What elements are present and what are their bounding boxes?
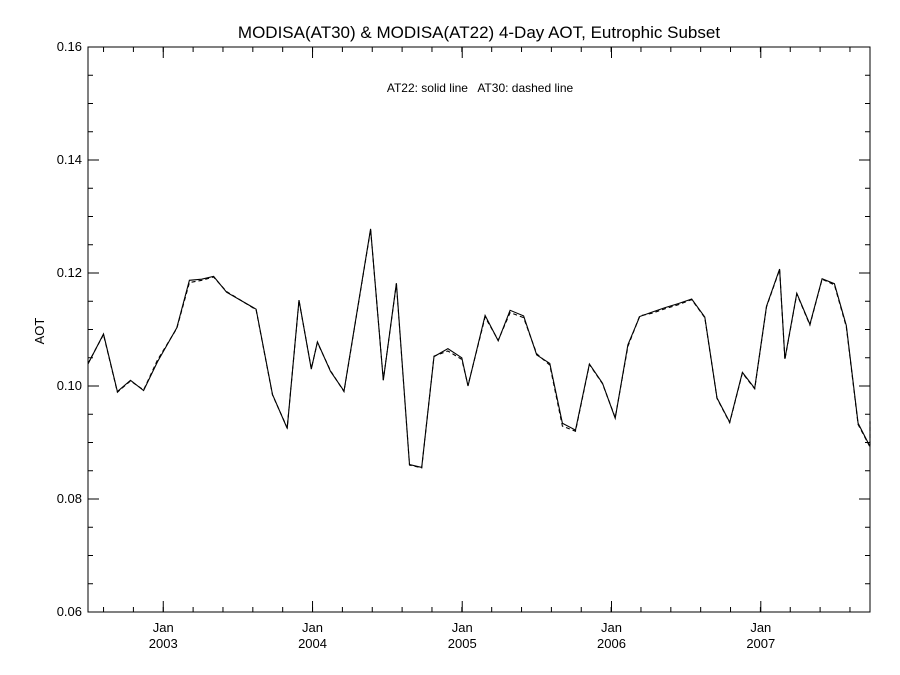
series-layer xyxy=(87,228,871,469)
y-tick-label: 0.06 xyxy=(57,604,82,619)
x-tick-month-label: Jan xyxy=(153,620,174,635)
x-tick-year-label: 2005 xyxy=(448,636,477,651)
plot-frame xyxy=(87,46,871,613)
x-tick-month-label: Jan xyxy=(452,620,473,635)
x-tick-month-label: Jan xyxy=(601,620,622,635)
chart-title: MODISA(AT30) & MODISA(AT22) 4-Day AOT, E… xyxy=(238,23,720,42)
series-at30-line xyxy=(87,229,871,469)
y-tick-label: 0.10 xyxy=(57,378,82,393)
x-tick-year-label: 2006 xyxy=(597,636,626,651)
series-at22-line xyxy=(87,228,871,469)
x-tick-month-label: Jan xyxy=(750,620,771,635)
x-tick-month-label: Jan xyxy=(302,620,323,635)
y-tick-label: 0.14 xyxy=(57,152,82,167)
x-tick-year-label: 2003 xyxy=(149,636,178,651)
y-tick-label: 0.16 xyxy=(57,39,82,54)
y-axis: 0.06 0.08 0.10 0.12 0.14 0.16 xyxy=(57,39,870,619)
line-style-legend: AT22: solid line AT30: dashed line xyxy=(387,81,574,95)
x-tick-year-label: 2007 xyxy=(746,636,775,651)
y-tick-label: 0.08 xyxy=(57,491,82,506)
x-tick-year-label: 2004 xyxy=(298,636,327,651)
y-tick-label: 0.12 xyxy=(57,265,82,280)
y-axis-label: AOT xyxy=(32,318,47,345)
